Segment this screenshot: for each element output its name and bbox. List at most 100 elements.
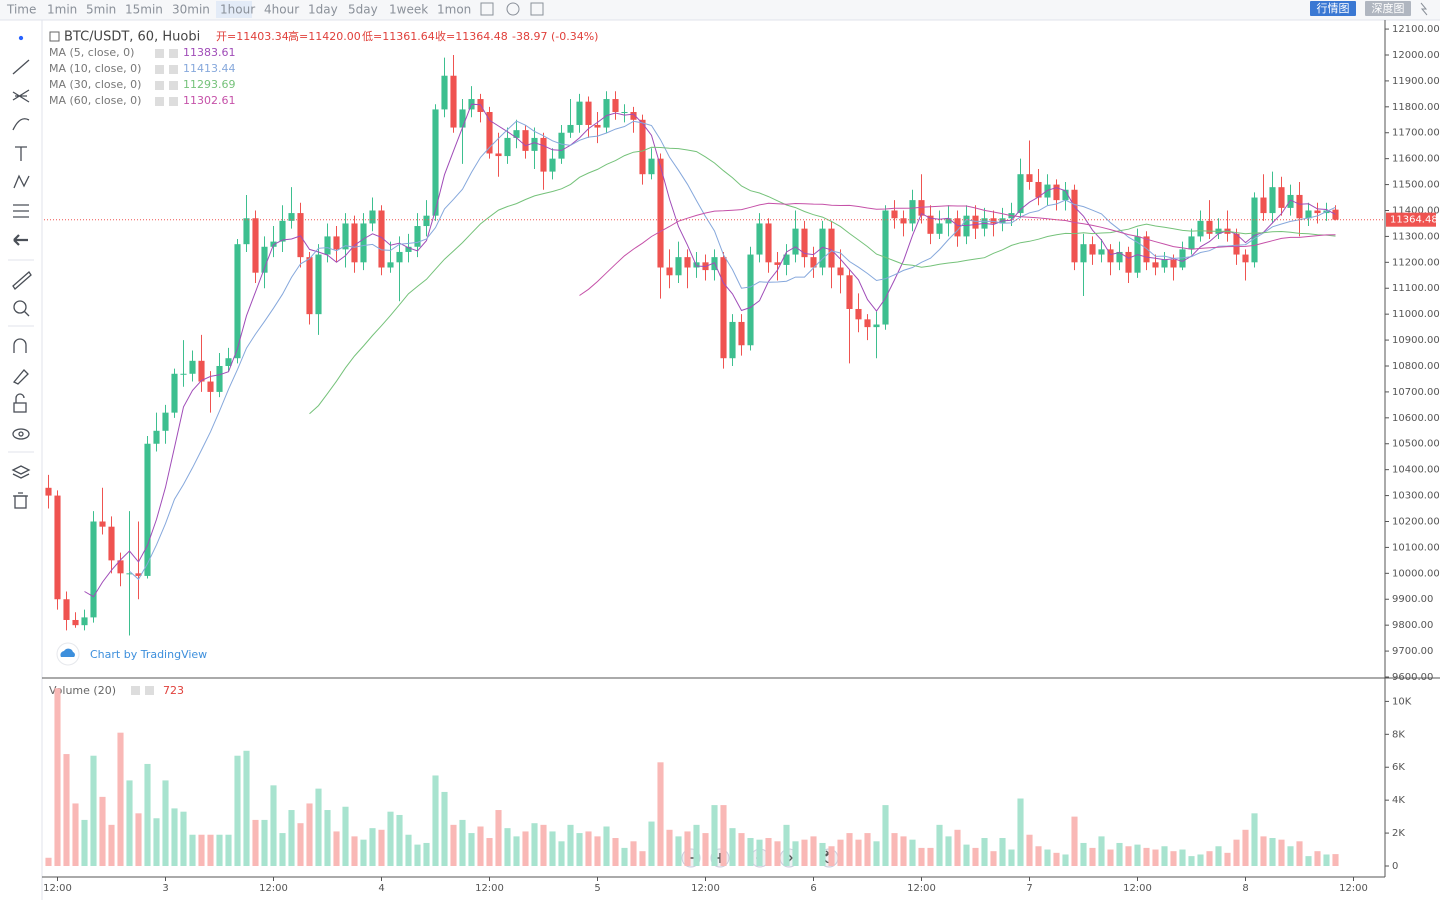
interval-active-bg[interactable] — [216, 1, 252, 18]
x-tick-label: 12:00 — [691, 883, 720, 894]
x-tick-label: 12:00 — [1339, 883, 1368, 894]
interval-button[interactable]: 1min — [47, 3, 77, 17]
interval-button[interactable]: 5min — [86, 3, 116, 17]
left-tools[interactable] — [11, 35, 32, 509]
volume-bar — [126, 780, 133, 866]
interval-button[interactable]: 1mon — [437, 3, 471, 17]
legend-icon[interactable] — [169, 97, 178, 106]
legend-icon[interactable] — [169, 81, 178, 90]
candle-body — [936, 223, 943, 234]
view-button[interactable]: 行情图 — [1317, 2, 1350, 15]
interval-button[interactable]: 15min — [125, 3, 163, 17]
last-price-box — [1386, 212, 1436, 227]
candle-body — [342, 223, 349, 250]
candle-body — [90, 521, 97, 618]
volume-bar — [1026, 834, 1033, 866]
candle-body — [360, 223, 367, 263]
candle-body — [1170, 259, 1177, 268]
view-button[interactable]: 深度图 — [1372, 1, 1405, 15]
y-tick-label: 11200.00 — [1392, 257, 1440, 268]
interval-button[interactable]: 1hour — [220, 3, 255, 17]
volume-bar — [918, 847, 925, 866]
interval-button[interactable]: 30min — [172, 3, 210, 17]
legend-icon[interactable] — [155, 97, 164, 106]
candle-body — [630, 112, 637, 120]
volume-bar — [711, 805, 718, 866]
volume-bar — [1071, 816, 1078, 866]
candle-body — [279, 220, 286, 242]
candle-body — [828, 228, 835, 268]
volume-bar — [504, 828, 511, 866]
interval-button[interactable]: 1week — [389, 3, 428, 17]
volume-bar — [648, 821, 655, 866]
volume-bar — [621, 847, 628, 866]
volume-bar — [963, 844, 970, 866]
candle-body — [657, 158, 664, 268]
volume-bar — [1008, 849, 1015, 866]
candle-body — [153, 430, 160, 444]
volume-bar — [828, 846, 835, 866]
volume-bar — [594, 836, 601, 866]
y-tick-label: 11400.00 — [1392, 205, 1440, 216]
candle-body — [612, 99, 619, 113]
volume-bar — [495, 810, 502, 866]
tv-cloud — [60, 648, 75, 657]
x-tick-label: 5 — [594, 883, 600, 894]
y-tick-label: 9600.00 — [1392, 672, 1433, 683]
view-button-inactive[interactable] — [1365, 1, 1411, 16]
y-tick-label: 10800.00 — [1392, 361, 1440, 372]
legend-icon[interactable] — [155, 49, 164, 58]
candle-body — [954, 218, 961, 237]
candle-body — [1197, 220, 1204, 237]
candle-body — [810, 257, 817, 268]
volume-bar — [189, 834, 196, 866]
volume-bar — [1035, 846, 1042, 866]
candle-body — [864, 319, 871, 328]
candle-body — [225, 358, 232, 366]
candle-body — [522, 130, 529, 151]
candle-body — [1152, 262, 1159, 268]
collapse-icon[interactable] — [49, 31, 60, 42]
interval-button[interactable]: 1day — [308, 3, 338, 17]
volume-bar — [639, 851, 646, 866]
candle-body — [108, 526, 115, 561]
candle-body — [774, 262, 781, 265]
legend-icon[interactable] — [155, 65, 164, 74]
interval-button[interactable]: 4hour — [264, 3, 299, 17]
legend-icon[interactable] — [169, 49, 178, 58]
volume-bar — [702, 833, 709, 866]
volume-bar — [954, 829, 961, 866]
toolbar-icons[interactable] — [480, 2, 1428, 16]
volume-tick-label: 6K — [1392, 762, 1405, 773]
volume-bar — [756, 839, 763, 866]
volume-bar — [792, 841, 799, 866]
volume-bar — [684, 831, 691, 866]
legend-icon[interactable] — [131, 686, 140, 695]
candle-body — [1161, 259, 1168, 268]
watermark[interactable]: Chart by TradingView — [90, 648, 207, 661]
volume-bar — [675, 836, 682, 866]
candle-body — [1269, 187, 1276, 214]
candle-body — [675, 257, 682, 276]
volume-bar — [864, 833, 871, 866]
volume-bar — [873, 841, 880, 866]
volume-bar — [666, 829, 673, 866]
candle-body — [909, 200, 916, 224]
volume-bar — [171, 808, 178, 866]
volume-bar — [432, 775, 439, 866]
volume-bar — [333, 831, 340, 866]
ma-label: MA (60, close, 0) — [49, 94, 141, 107]
x-tick-label: 7 — [1026, 883, 1032, 894]
ma-value: 11302.61 — [183, 94, 236, 107]
interval-button[interactable]: 5day — [348, 3, 378, 17]
interval-button[interactable]: Time — [6, 3, 36, 17]
candle-body — [585, 101, 592, 125]
top-toolbar — [0, 0, 1440, 20]
legend-icon[interactable] — [169, 65, 178, 74]
legend-icon[interactable] — [155, 81, 164, 90]
volume-bar — [531, 823, 538, 866]
candle-body — [1287, 194, 1294, 208]
view-button-active[interactable] — [1310, 1, 1356, 16]
legend-icon[interactable] — [145, 686, 154, 695]
y-tick-label: 10600.00 — [1392, 413, 1440, 424]
